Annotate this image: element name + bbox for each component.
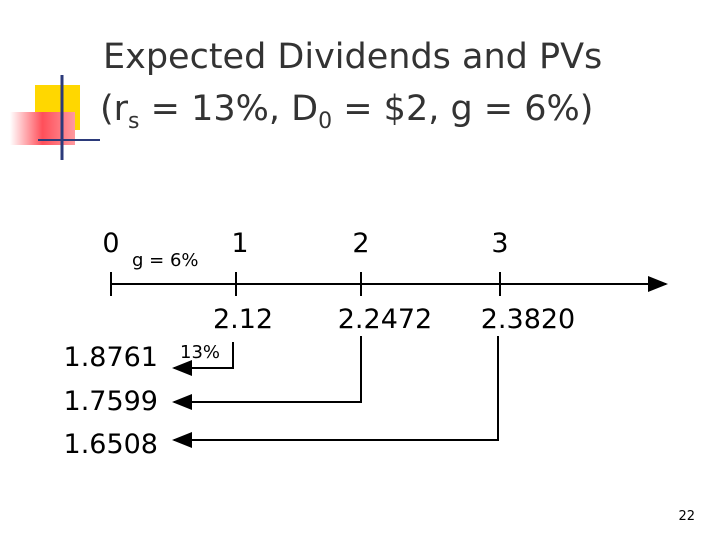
present-value: 1.7599	[64, 386, 158, 417]
present-value: 1.8761	[64, 342, 158, 373]
discount-arrow	[172, 336, 362, 410]
period: 0	[102, 228, 119, 259]
period: 3	[491, 228, 508, 259]
page-number: 22	[678, 509, 695, 524]
discount-arrow	[172, 342, 234, 376]
present-value: 1.6508	[64, 429, 158, 460]
title-line2: (rs = 13%, D0 = $2, g = 6%)	[100, 89, 593, 134]
dividend: 2.2472	[338, 304, 432, 335]
dividend: 2.3820	[481, 304, 575, 335]
discount-label: 13%	[180, 342, 220, 363]
ticks	[110, 272, 501, 296]
period: 2	[352, 228, 369, 259]
dividend: 2.12	[213, 304, 273, 335]
discount-arrow	[172, 336, 499, 448]
period: 1	[231, 228, 248, 259]
title-line1: Expected Dividends and PVs	[103, 37, 602, 77]
growth-label: g = 6%	[132, 250, 199, 271]
